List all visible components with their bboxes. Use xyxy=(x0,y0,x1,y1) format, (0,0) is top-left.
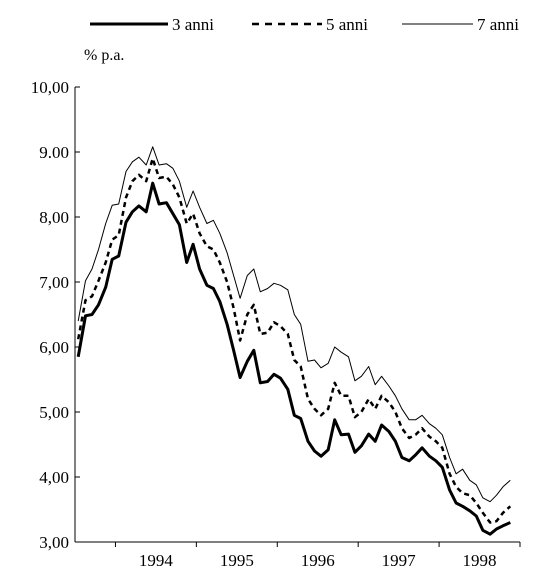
y-tick-label: 7,00 xyxy=(39,273,69,292)
x-ticks: 1994 1995 1996 1997 1998 xyxy=(114,542,521,570)
legend-label-5-anni: 5 anni xyxy=(326,15,368,34)
series-line-7-anni xyxy=(77,146,511,503)
x-tick-label: 1996 xyxy=(301,551,335,570)
y-tick-label: 10,00 xyxy=(31,78,69,97)
y-tick-label: 5,00 xyxy=(39,403,69,422)
series-group xyxy=(76,146,512,536)
series-line-5-anni xyxy=(76,157,512,524)
y-ticks: 3,00 4,00 5,00 6,00 7,00 8,00 9.00 10,00 xyxy=(31,78,80,552)
legend: 3 anni 5 anni 7 anni xyxy=(90,15,519,34)
legend-label-7-anni: 7 anni xyxy=(477,15,519,34)
y-tick-label: 4,00 xyxy=(39,468,69,487)
legend-label-3-anni: 3 anni xyxy=(172,15,214,34)
y-tick-label: 8,00 xyxy=(39,208,69,227)
y-tick-label: 3,00 xyxy=(39,533,69,552)
y-tick-label: 6,00 xyxy=(39,338,69,357)
x-tick-label: 1995 xyxy=(220,551,254,570)
y-tick-label: 9.00 xyxy=(39,143,69,162)
series-line-3-anni xyxy=(76,181,511,536)
x-tick-label: 1994 xyxy=(139,551,174,570)
x-tick-label: 1997 xyxy=(382,551,417,570)
y-axis-unit-label: % p.a. xyxy=(84,47,124,64)
x-tick-label: 1998 xyxy=(463,551,497,570)
